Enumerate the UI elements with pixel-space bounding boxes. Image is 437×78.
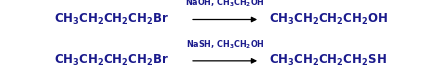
Text: $\mathbf{NaOH,\,CH_3CH_2OH}$: $\mathbf{NaOH,\,CH_3CH_2OH}$ [185, 0, 265, 9]
Text: $\mathbf{NaSH,\,CH_3CH_2OH}$: $\mathbf{NaSH,\,CH_3CH_2OH}$ [186, 38, 264, 51]
Text: $\mathbf{CH_3CH_2CH_2CH_2SH}$: $\mathbf{CH_3CH_2CH_2CH_2SH}$ [269, 53, 387, 68]
Text: $\mathbf{CH_3CH_2CH_2CH_2Br}$: $\mathbf{CH_3CH_2CH_2CH_2Br}$ [54, 53, 169, 68]
Text: $\mathbf{CH_3CH_2CH_2CH_2Br}$: $\mathbf{CH_3CH_2CH_2CH_2Br}$ [54, 12, 169, 27]
Text: $\mathbf{CH_3CH_2CH_2CH_2OH}$: $\mathbf{CH_3CH_2CH_2CH_2OH}$ [269, 12, 388, 27]
